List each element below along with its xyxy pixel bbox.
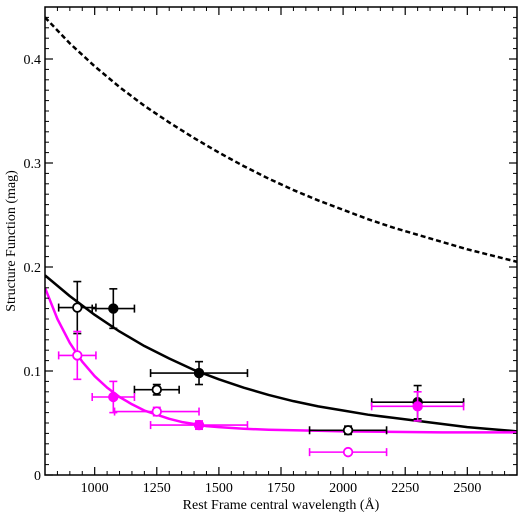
- x-tick-label: 2000: [329, 481, 357, 496]
- x-tick-label: 2500: [453, 481, 481, 496]
- data-point: [149, 419, 249, 431]
- y-tick-label: 0.2: [24, 261, 42, 276]
- open-marker: [72, 302, 83, 313]
- data-point: [91, 380, 136, 414]
- data-point: [308, 446, 388, 458]
- x-tick-label: 1250: [143, 481, 171, 496]
- y-tick-label: 0.1: [24, 365, 42, 380]
- filled-marker: [193, 419, 205, 431]
- y-tick-label: 0.4: [24, 53, 42, 68]
- open-marker: [151, 406, 162, 417]
- axis-ticks: 1000 1250 1500 1750 2000 2250 2500 0 0.1 0.2 0.3 0.…: [24, 7, 517, 496]
- x-tick-label: 2250: [391, 481, 419, 496]
- data-point: [133, 383, 180, 396]
- data-point: [149, 360, 249, 386]
- x-axis-label: Rest Frame central wavelength (Å): [183, 497, 380, 513]
- data-point: [370, 390, 465, 422]
- x-tick-label: 1000: [81, 481, 109, 496]
- y-axis-label: Structure Function (mag): [4, 170, 19, 312]
- data-point: [308, 425, 388, 436]
- data-point: [91, 288, 136, 330]
- model-curves: [45, 16, 517, 434]
- data-point: [57, 330, 97, 381]
- filled-marker: [193, 367, 205, 379]
- plot-frame: [44, 6, 518, 476]
- data-point: [57, 280, 97, 335]
- open-marker: [342, 425, 354, 436]
- filled-marker: [108, 391, 119, 403]
- filled-marker: [108, 303, 119, 314]
- model-curve-1: [45, 274, 517, 433]
- data-points: [57, 280, 465, 458]
- data-point: [113, 406, 200, 417]
- x-tick-label: 1500: [205, 481, 233, 496]
- open-marker: [72, 350, 83, 361]
- filled-marker: [412, 401, 423, 412]
- x-tick-label: 1750: [267, 481, 295, 496]
- open-marker: [151, 384, 162, 395]
- model-curve-0: [45, 16, 517, 264]
- y-tick-label: 0: [34, 469, 41, 484]
- open-marker: [342, 446, 354, 458]
- y-tick-label: 0.3: [24, 157, 42, 172]
